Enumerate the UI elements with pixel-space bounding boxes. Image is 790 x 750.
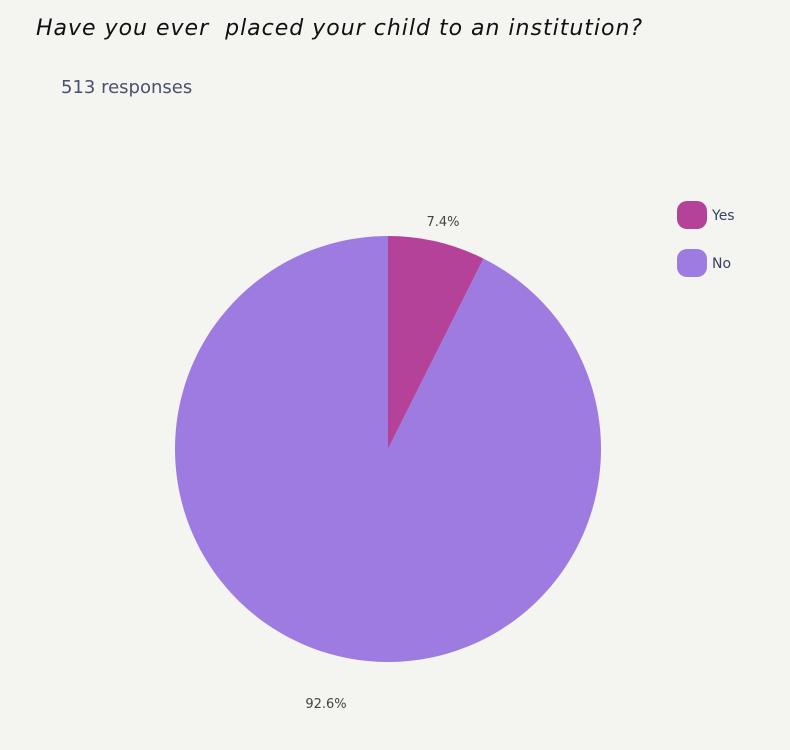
legend-swatch-yes[interactable] — [677, 201, 707, 229]
slice-label-yes: 7.4% — [426, 215, 459, 230]
legend-label-yes[interactable]: Yes — [711, 208, 735, 224]
pie-slice-yes[interactable] — [388, 236, 484, 449]
legend-label-no[interactable]: No — [712, 256, 731, 272]
legend-swatch-no[interactable] — [677, 249, 707, 277]
response-count: 513 responses — [61, 77, 193, 98]
pie-slice-no[interactable] — [175, 236, 602, 662]
page-title: Have you ever placed your child to an in… — [36, 16, 644, 41]
slice-label-no: 92.6% — [305, 697, 346, 712]
